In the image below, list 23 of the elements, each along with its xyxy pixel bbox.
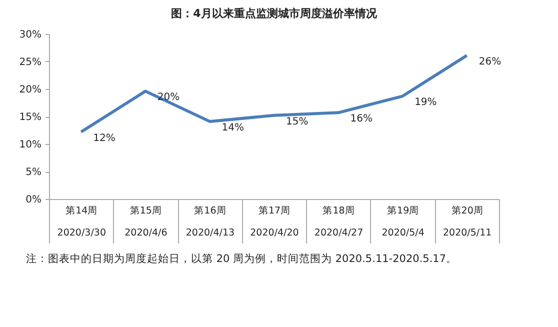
data-label: 14% bbox=[222, 122, 244, 134]
data-label: 12% bbox=[93, 132, 116, 144]
data-label: 19% bbox=[414, 97, 437, 108]
x-tick-label: 第18周 2020/4/27 bbox=[314, 204, 364, 238]
y-tick-label: 0% bbox=[26, 194, 42, 206]
data-label: 16% bbox=[350, 114, 373, 125]
line-series bbox=[80, 54, 468, 134]
y-tick-label: 30% bbox=[19, 30, 42, 40]
data-label: 26% bbox=[478, 56, 502, 68]
x-tick-label: 第19周 2020/5/4 bbox=[382, 204, 424, 238]
x-tick-label: 第16周 2020/4/13 bbox=[186, 204, 235, 238]
y-tick-label: 15% bbox=[19, 112, 42, 123]
data-label: 15% bbox=[286, 116, 308, 128]
y-tick-label: 5% bbox=[26, 167, 42, 178]
x-tick-label: 第17周 2020/4/20 bbox=[250, 204, 299, 238]
chart-title: 图：4月以来重点监测城市周度溢价率情况 bbox=[171, 7, 378, 20]
y-tick-label: 10% bbox=[19, 140, 42, 150]
text: 注：图表中的日期为周度起始日，以第 20 周为例，时间范围为 2020.5.11-2020.5.17。 bbox=[26, 252, 458, 266]
y-tick-label: 25% bbox=[19, 57, 42, 68]
x-tick-label: 第14周 2020/3/30 bbox=[57, 204, 106, 238]
x-tick-label: 第20周 2020/5/11 bbox=[443, 204, 492, 238]
y-tick-label: 20% bbox=[19, 84, 42, 96]
x-tick-label: 第15周 2020/4/6 bbox=[124, 204, 168, 238]
